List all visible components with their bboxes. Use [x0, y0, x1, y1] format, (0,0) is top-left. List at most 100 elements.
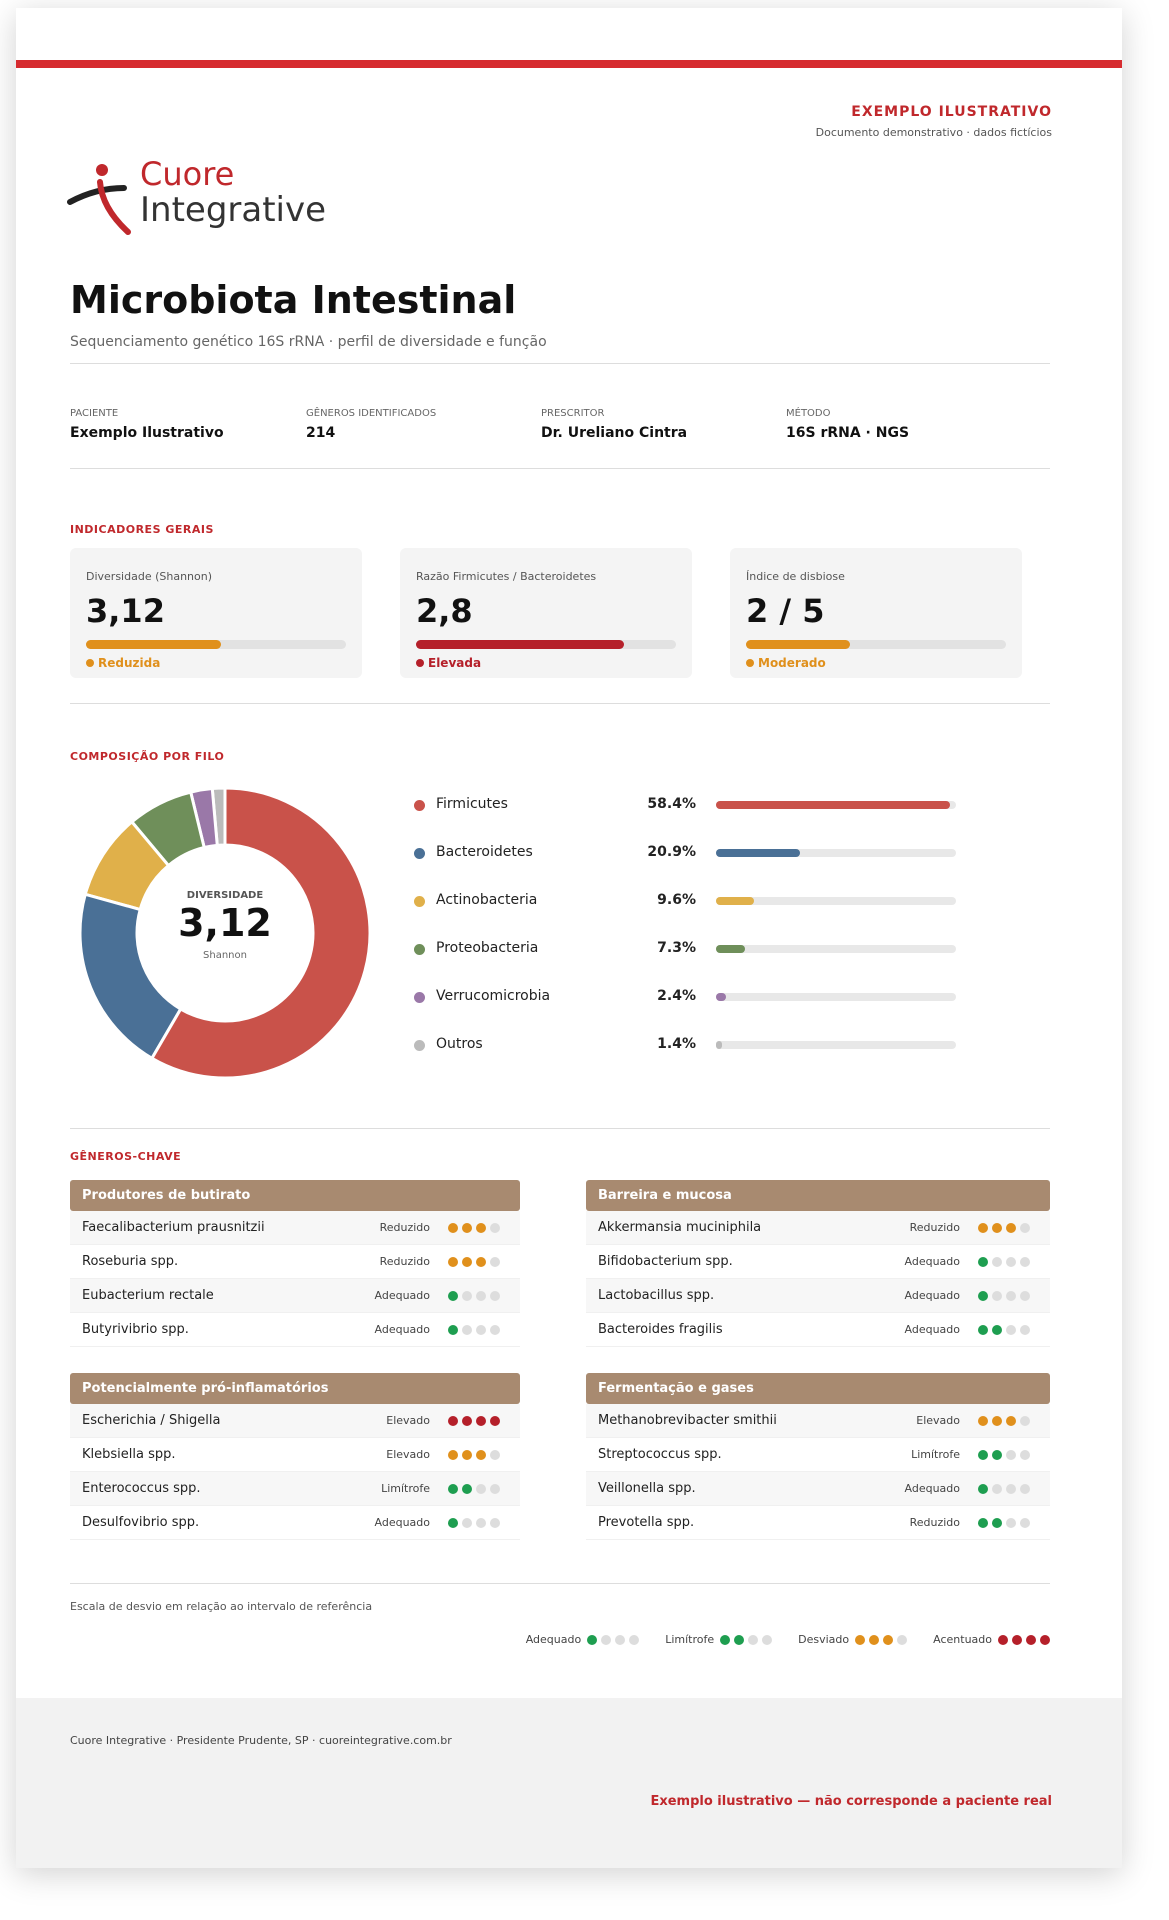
scale-label: Limítrofe — [665, 1633, 715, 1646]
dot-filled — [448, 1325, 458, 1335]
donut-segment — [149, 786, 372, 1080]
scale-legend: Adequado Limítrofe Desviado Acentuado — [526, 1633, 1050, 1646]
legend-swatch — [414, 992, 425, 1003]
panel-header: Produtores de butirato — [70, 1180, 520, 1211]
footer-disclaimer: Exemplo ilustrativo — não corresponde a … — [650, 1794, 1052, 1809]
dot-empty — [476, 1291, 486, 1301]
status-dot — [746, 659, 754, 667]
dot-filled — [448, 1450, 458, 1460]
value-label: 1.4% — [657, 1036, 696, 1052]
level-dots — [978, 1325, 1030, 1335]
genus-status: Reduzido — [379, 1255, 430, 1268]
dot-empty — [1006, 1291, 1016, 1301]
dot-empty — [1020, 1223, 1030, 1233]
scale-note: Escala de desvio em relação ao intervalo… — [70, 1600, 373, 1613]
dot-empty — [992, 1257, 1002, 1267]
card-value: 2,8 — [416, 592, 473, 630]
level-dots — [720, 1634, 773, 1645]
genus-name: Methanobrevibacter smithii — [598, 1413, 777, 1428]
bar-track — [716, 897, 956, 905]
genus-status: Limítrofe — [381, 1482, 430, 1495]
bar-track — [716, 849, 956, 857]
genus-row: Eubacterium rectale Adequado — [70, 1279, 520, 1313]
bar — [716, 1041, 722, 1049]
gauge-track — [86, 640, 346, 649]
genus-status: Limítrofe — [911, 1448, 960, 1461]
dot-empty — [992, 1484, 1002, 1494]
genera-panel: Potencialmente pró-inflamatórios Escheric… — [70, 1373, 520, 1540]
dot-empty — [462, 1325, 472, 1335]
section-title: GÊNEROS-CHAVE — [70, 1150, 182, 1163]
level-dots — [978, 1257, 1030, 1267]
panel-rows: Akkermansia muciniphila Reduzido Bifidobac… — [586, 1211, 1050, 1347]
genera-panel: Fermentação e gases Methanobrevibacter sm… — [586, 1373, 1050, 1540]
dot-empty — [748, 1634, 759, 1645]
legend-swatch — [414, 896, 425, 907]
panel-header: Barreira e mucosa — [586, 1180, 1050, 1211]
dot-filled — [462, 1416, 472, 1426]
dot-empty — [490, 1450, 500, 1460]
value-label: 20.9% — [647, 844, 696, 860]
genus-name: Prevotella spp. — [598, 1515, 695, 1530]
panel-rows: Faecalibacterium prausnitzii Reduzido Rose… — [70, 1211, 520, 1347]
genus-row: Butyrivibrio spp. Adequado — [70, 1313, 520, 1347]
dot-filled — [476, 1450, 486, 1460]
dot-empty — [1006, 1518, 1016, 1528]
divider — [70, 363, 1050, 364]
level-dots — [998, 1634, 1050, 1645]
dot-empty — [1020, 1291, 1030, 1301]
meta-value: Exemplo Ilustrativo — [70, 425, 224, 441]
dot-filled — [992, 1450, 1002, 1460]
level-dots — [978, 1223, 1030, 1233]
dot-empty — [1020, 1518, 1030, 1528]
status-dot — [86, 659, 94, 667]
dot-filled — [978, 1325, 988, 1335]
genus-name: Lactobacillus spp. — [598, 1288, 715, 1303]
dot-filled — [978, 1257, 988, 1267]
genus-row: Roseburia spp. Reduzido — [70, 1245, 520, 1279]
card-label: Razão Firmicutes / Bacteroidetes — [416, 570, 597, 583]
genus-row: Methanobrevibacter smithii Elevado — [586, 1404, 1050, 1438]
dot-empty — [615, 1634, 626, 1645]
gauge-track — [416, 640, 676, 649]
bar — [716, 897, 755, 905]
value-label: 58.4% — [647, 796, 696, 812]
dot-filled — [992, 1518, 1002, 1528]
dot-empty — [1006, 1257, 1016, 1267]
dot-empty — [1020, 1450, 1030, 1460]
bar — [716, 801, 950, 809]
genus-name: Bacteroides fragilis — [598, 1322, 723, 1337]
dot-filled — [978, 1291, 988, 1301]
genus-name: Enterococcus spp. — [82, 1481, 201, 1496]
genus-status: Elevado — [916, 1414, 960, 1427]
genus-name: Bifidobacterium spp. — [598, 1254, 733, 1269]
dot-empty — [490, 1257, 500, 1267]
subtitle: Sequenciamento genético 16S rRNA · perfi… — [70, 334, 547, 350]
legend-label: Verrucomicrobia — [436, 988, 551, 1004]
dot-empty — [897, 1634, 908, 1645]
legend-swatch — [414, 800, 425, 811]
indicator-card: Razão Firmicutes / Bacteroidetes 2,8 Eleva… — [400, 548, 692, 678]
scale-item: Adequado — [526, 1633, 640, 1646]
scale-item: Desviado — [798, 1633, 908, 1646]
genus-status: Adequado — [904, 1289, 961, 1302]
gauge-fill — [86, 640, 222, 649]
logo: Cuore Integrative — [140, 156, 326, 228]
genus-row: Prevotella spp. Reduzido — [586, 1506, 1050, 1540]
dot-filled — [1040, 1634, 1050, 1645]
meta-value: 16S rRNA · NGS — [786, 425, 910, 441]
dot-filled — [476, 1223, 486, 1233]
dot-empty — [1006, 1484, 1016, 1494]
dot-filled — [734, 1634, 745, 1645]
dot-filled — [978, 1518, 988, 1528]
dot-filled — [855, 1634, 866, 1645]
dot-empty — [1020, 1484, 1030, 1494]
dot-empty — [476, 1484, 486, 1494]
genus-name: Escherichia / Shigella — [82, 1413, 221, 1428]
dot-empty — [476, 1325, 486, 1335]
level-dots — [978, 1518, 1030, 1528]
bar-track — [716, 993, 956, 1001]
indicator-card: Índice de disbiose 2 / 5 Moderado — [730, 548, 1022, 678]
dot-filled — [476, 1416, 486, 1426]
